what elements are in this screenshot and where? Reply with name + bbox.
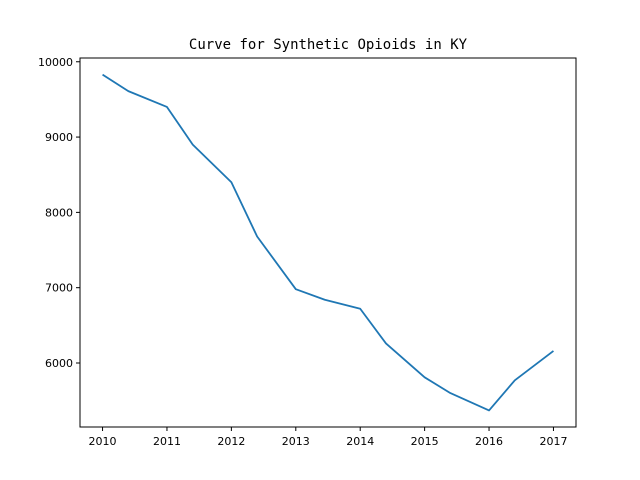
y-tick-label: 10000 (38, 56, 73, 69)
x-tick-label: 2013 (282, 435, 310, 448)
x-tick-label: 2015 (411, 435, 439, 448)
y-tick-label: 8000 (45, 206, 73, 219)
x-tick-label: 2017 (539, 435, 567, 448)
x-tick-label: 2010 (89, 435, 117, 448)
y-tick-label: 9000 (45, 131, 73, 144)
plot-area-frame (79, 57, 577, 428)
chart-title: Curve for Synthetic Opioids in KY (189, 37, 468, 53)
y-axis: 6000 7000 8000 9000 10000 (38, 56, 80, 370)
x-axis: 2010 2011 2012 2013 2014 2015 2016 2017 (89, 427, 567, 448)
x-tick-label: 2012 (217, 435, 245, 448)
series-line-0 (102, 73, 554, 412)
y-tick-label: 7000 (45, 282, 73, 295)
y-tick-label: 6000 (45, 357, 73, 370)
x-tick-label: 2016 (475, 435, 503, 448)
x-tick-label: 2011 (153, 435, 181, 448)
x-tick-label: 2014 (346, 435, 374, 448)
series-layer (102, 73, 554, 412)
